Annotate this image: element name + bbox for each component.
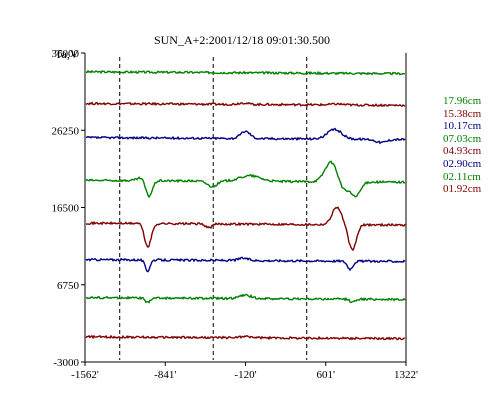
plot-axes [81, 52, 407, 366]
legend-entry: 17.96cm [443, 95, 482, 107]
marker-lines [119, 57, 308, 360]
x-tick-label: -841' [154, 369, 176, 381]
series-line [86, 206, 406, 252]
series-line [85, 256, 406, 273]
series-line [85, 101, 406, 108]
legend: 17.96cm 15.38cm 10.17cm 07.03cm 04.93cm 02.90… [443, 95, 481, 196]
legend-entry: 10.17cm [443, 120, 482, 133]
y-tick-label: 26250 [52, 125, 80, 137]
x-tick-label: 601' [317, 369, 336, 381]
y-axis-label: Ta,V [55, 47, 79, 61]
legend-entry: 01.92cm [443, 183, 482, 196]
y-tick-label: -3000 [53, 357, 79, 369]
y-tick-label: 16500 [52, 203, 80, 215]
series-line [85, 160, 406, 199]
x-tick-label: -120' [234, 369, 256, 381]
series-lines [85, 69, 406, 341]
series-line [85, 127, 406, 145]
legend-entry: 07.03cm [443, 132, 482, 145]
legend-entry: 02.90cm [443, 157, 482, 170]
series-line [85, 334, 406, 341]
x-tick-label: -1562' [71, 369, 99, 381]
legend-entry: 15.38cm [443, 107, 482, 120]
series-line [85, 293, 406, 304]
y-tick-label: 36000 [52, 48, 80, 60]
legend-entry: 04.93cm [443, 145, 482, 158]
chart-title: SUN_A+2:2001/12/18 09:01:30.500 [153, 33, 331, 47]
series-line [85, 69, 406, 76]
legend-entry: 02.11cm [443, 170, 481, 183]
x-tick-label: 1322' [394, 369, 418, 381]
y-tick-label: 6750 [57, 280, 80, 292]
